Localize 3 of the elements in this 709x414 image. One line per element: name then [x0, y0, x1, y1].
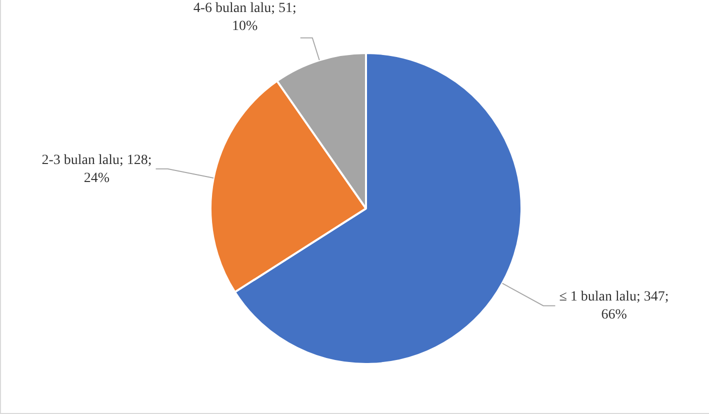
- slice-label: 2-3 bulan lalu; 128; 24%: [42, 152, 152, 186]
- slice-label: 4-6 bulan lalu; 51; 10%: [193, 0, 296, 34]
- slice-label: ≤ 1 bulan lalu; 347; 66%: [559, 290, 669, 323]
